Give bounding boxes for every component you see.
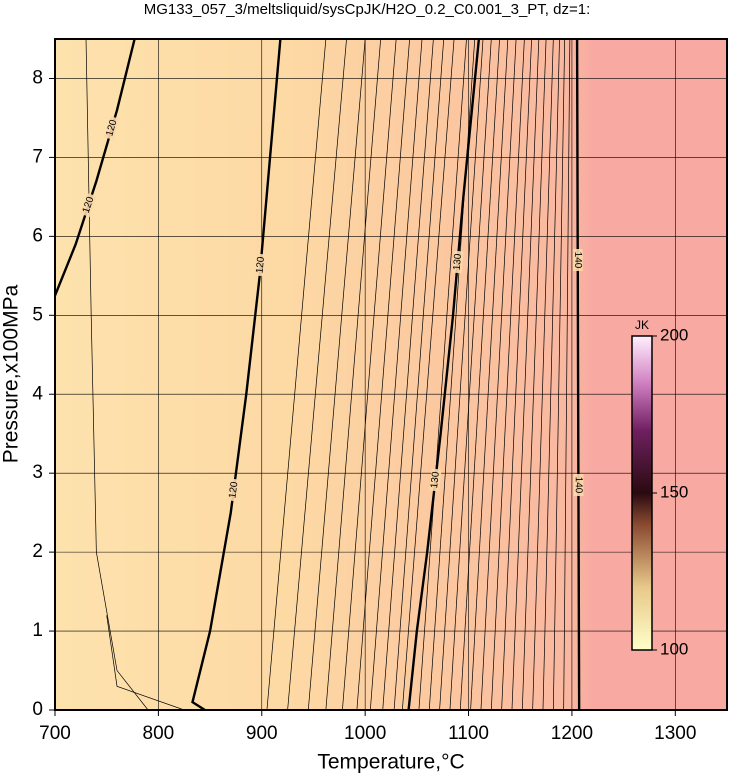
contour-label: 140 [573, 477, 584, 494]
contour-line [55, 39, 136, 297]
contour-line [407, 39, 481, 710]
minor-contour [325, 39, 382, 710]
y-tick-label: 5 [32, 304, 43, 325]
colorbar-tick-label: 100 [660, 639, 688, 658]
minor-contour [287, 39, 347, 710]
y-tick-label: 8 [32, 67, 43, 88]
contour-label-bg [429, 468, 442, 492]
minor-contour [470, 39, 509, 710]
contour-label-bg [103, 116, 120, 140]
minor-contour [490, 39, 525, 710]
contour-label: 120 [104, 118, 119, 138]
axes: 700 800 900 1000 1100 1200 1300012345678JK1001… [32, 38, 728, 744]
y-tick-label: 3 [32, 462, 43, 483]
x-axis-label: Temperature,°C [317, 751, 464, 774]
plot-frame [54, 38, 728, 711]
x-tick-label: 1100 [448, 723, 489, 744]
contour-label: 120 [227, 481, 240, 499]
minor-contour [439, 39, 484, 710]
y-tick-label: 4 [32, 383, 43, 404]
colorbar-tick-label: 200 [660, 325, 688, 344]
minor-contour [85, 39, 149, 710]
minor-contour [459, 39, 500, 710]
y-tick-label: 6 [32, 225, 43, 246]
minor-contour [382, 39, 434, 710]
y-tick-label: 7 [32, 146, 43, 167]
minor-contour [542, 39, 560, 710]
minor-contour [521, 39, 547, 710]
contour-label: 130 [452, 253, 464, 271]
minor-contour [552, 39, 566, 710]
minor-contour [449, 39, 492, 710]
contour-label-bg [227, 478, 241, 502]
contour-label-bg [254, 253, 267, 277]
minor-contour [369, 39, 423, 710]
minor-contour [106, 615, 185, 710]
y-tick-label: 2 [32, 541, 43, 562]
contour-label-bg [451, 250, 464, 274]
contour-label-bg [573, 473, 584, 497]
minor-contour [511, 39, 540, 710]
minor-contour [402, 39, 455, 710]
x-tick-label: 900 [246, 723, 278, 744]
colorbar [631, 335, 653, 651]
contour-line [191, 39, 282, 710]
x-tick-label: 800 [143, 723, 175, 744]
contour-label: 130 [429, 471, 442, 489]
x-tick-label: 1300 [654, 723, 696, 744]
minor-contour [418, 39, 467, 710]
minor-contour [532, 39, 554, 710]
x-tick-label: 700 [39, 723, 71, 744]
contour-line [575, 39, 581, 710]
minor-contour [501, 39, 532, 710]
y-tick-label: 1 [32, 620, 43, 641]
minor-contour [480, 39, 517, 710]
contour-label: 120 [81, 195, 97, 215]
plot-background [55, 39, 727, 710]
plot-area: 120 120 120 120 130 130 140 140 [55, 39, 727, 710]
y-tick-label: 0 [32, 699, 43, 720]
contour-label: 140 [572, 252, 583, 269]
minor-contour [356, 39, 410, 710]
y-axis-label: Pressure,x100MPa [0, 284, 23, 463]
minor-contour [266, 39, 327, 710]
minor-contour [563, 39, 571, 710]
colorbar-tick-label: 150 [660, 482, 688, 501]
colorbar-label: JK [635, 318, 649, 332]
minor-contour [393, 39, 445, 710]
chart-title: MG133_057_3/meltsliquid/sysCpJK/H2O_0.2_… [144, 1, 591, 18]
contour-label-bg [80, 192, 97, 218]
x-tick-label: 1000 [344, 723, 386, 744]
contour-label-bg [572, 248, 583, 272]
minor-contour [307, 39, 366, 710]
contour-label: 120 [255, 256, 267, 274]
x-tick-label: 1200 [551, 723, 593, 744]
minor-contour [342, 39, 397, 710]
